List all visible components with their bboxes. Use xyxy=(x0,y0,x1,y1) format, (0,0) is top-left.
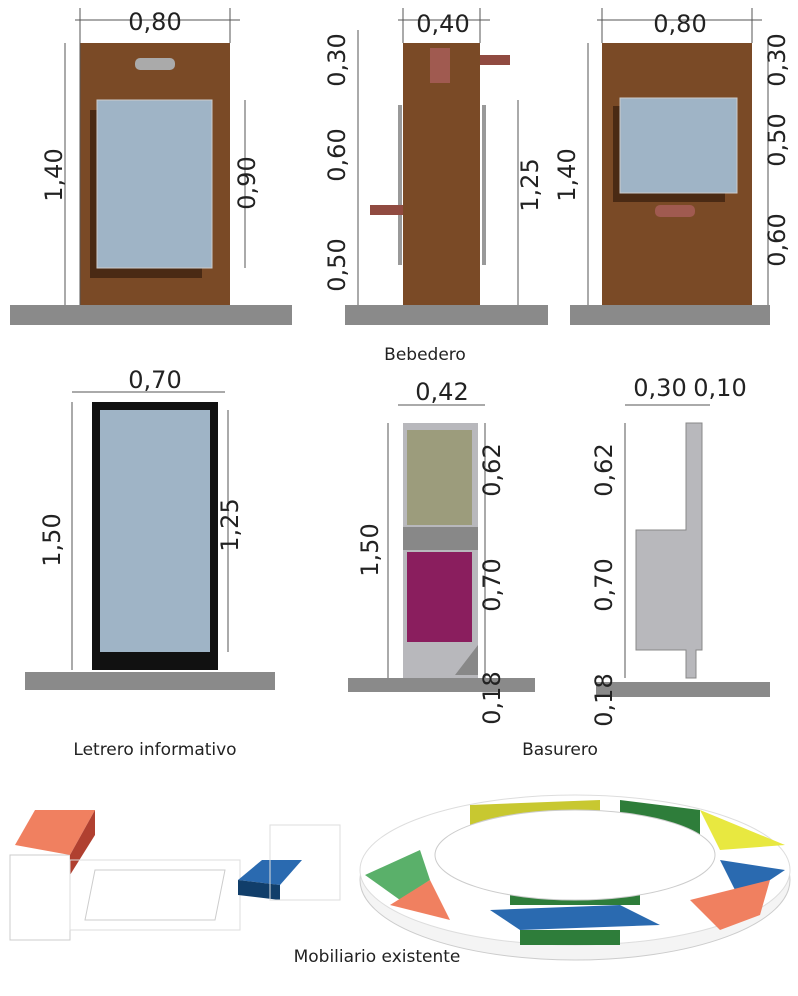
dim-label: 0,62 xyxy=(478,443,506,496)
bin-side: 0,30 0,10 0,62 0,70 0,18 xyxy=(590,374,770,727)
dim-label: 0,30 xyxy=(763,33,791,86)
fountain-back: 0,80 1,40 0,30 0,50 0,60 xyxy=(553,8,791,325)
ring-bench-illustration xyxy=(359,794,791,961)
dim-label: 0,42 xyxy=(415,378,468,406)
fountain-front: 0,80 1,40 0,90 xyxy=(10,8,292,325)
caption: Basurero xyxy=(522,740,598,760)
caption: Bebedero xyxy=(384,345,466,365)
dim-label: 1,40 xyxy=(553,148,581,201)
dim-label: 0,80 xyxy=(128,8,181,36)
dim-label: 0,60 xyxy=(763,213,791,266)
dim-label: 0,50 xyxy=(763,113,791,166)
dim-label: 0,70 xyxy=(478,558,506,611)
dim-label: 0,18 xyxy=(478,671,506,724)
dim-label: 0,60 xyxy=(323,128,351,181)
dim-label: 0,50 xyxy=(323,238,351,291)
bench-illustration xyxy=(9,810,341,941)
dim-label: 1,40 xyxy=(40,148,68,201)
dim-label: 0,40 xyxy=(416,10,469,38)
dim-label: 1,25 xyxy=(516,158,544,211)
info-sign: 0,70 1,50 1,25 xyxy=(25,366,275,690)
dim-label: 0,80 xyxy=(653,10,706,38)
dim-label: 0,30 xyxy=(633,374,686,402)
dim-label: 0,62 xyxy=(590,443,618,496)
dim-label: 0,30 xyxy=(323,33,351,86)
fountain-side: 0,40 0,30 0,60 0,50 1,25 xyxy=(323,8,548,325)
dim-label: 0,70 xyxy=(128,366,181,394)
dim-label: 0,10 xyxy=(693,374,746,402)
caption: Mobiliario existente xyxy=(294,947,461,967)
caption: Letrero informativo xyxy=(73,740,236,760)
dim-label: 1,50 xyxy=(356,523,384,576)
dim-label: 0,18 xyxy=(590,673,618,726)
dim-label: 0,70 xyxy=(590,558,618,611)
dim-label: 1,50 xyxy=(38,513,66,566)
dim-label: 0,90 xyxy=(233,156,261,209)
bin-front: 0,42 1,50 0,62 0,70 0,18 xyxy=(348,378,535,725)
dim-label: 1,25 xyxy=(216,498,244,551)
